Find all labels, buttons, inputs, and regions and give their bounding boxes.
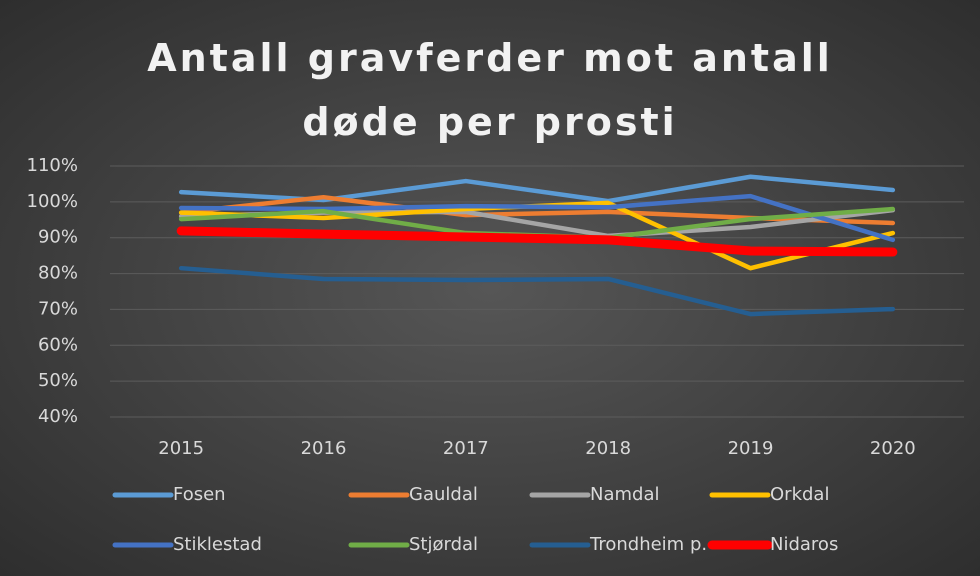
chart-title: Antall gravferder mot antall døde per pr…	[147, 36, 833, 144]
y-tick-label: 80%	[38, 263, 78, 284]
series-line	[178, 174, 896, 204]
x-tick-label: 2015	[158, 438, 204, 459]
y-tick-label: 40%	[38, 406, 78, 427]
y-tick-label: 100%	[27, 191, 78, 212]
legend-label: Orkdal	[770, 484, 829, 505]
legend-label: Trondheim p.	[589, 534, 707, 555]
legend-label: Fosen	[173, 484, 226, 505]
x-tick-label: 2017	[443, 438, 489, 459]
legend-label: Stjørdal	[409, 534, 478, 555]
x-tick-label: 2020	[870, 438, 916, 459]
y-tick-label: 90%	[38, 227, 78, 248]
y-tick-label: 50%	[38, 370, 78, 391]
y-tick-label: 60%	[38, 334, 78, 355]
series-line	[178, 265, 896, 317]
legend-label: Namdal	[590, 484, 660, 505]
x-tick-label: 2018	[585, 438, 631, 459]
series-line	[178, 193, 896, 243]
y-tick-label: 70%	[38, 298, 78, 319]
legend-label: Gauldal	[409, 484, 478, 505]
legend-label: Nidaros	[770, 534, 838, 555]
y-tick-label: 110%	[27, 155, 78, 176]
legend-label: Stiklestad	[173, 534, 262, 555]
series-line	[176, 226, 898, 257]
x-tick-label: 2016	[301, 438, 347, 459]
x-tick-label: 2019	[728, 438, 774, 459]
